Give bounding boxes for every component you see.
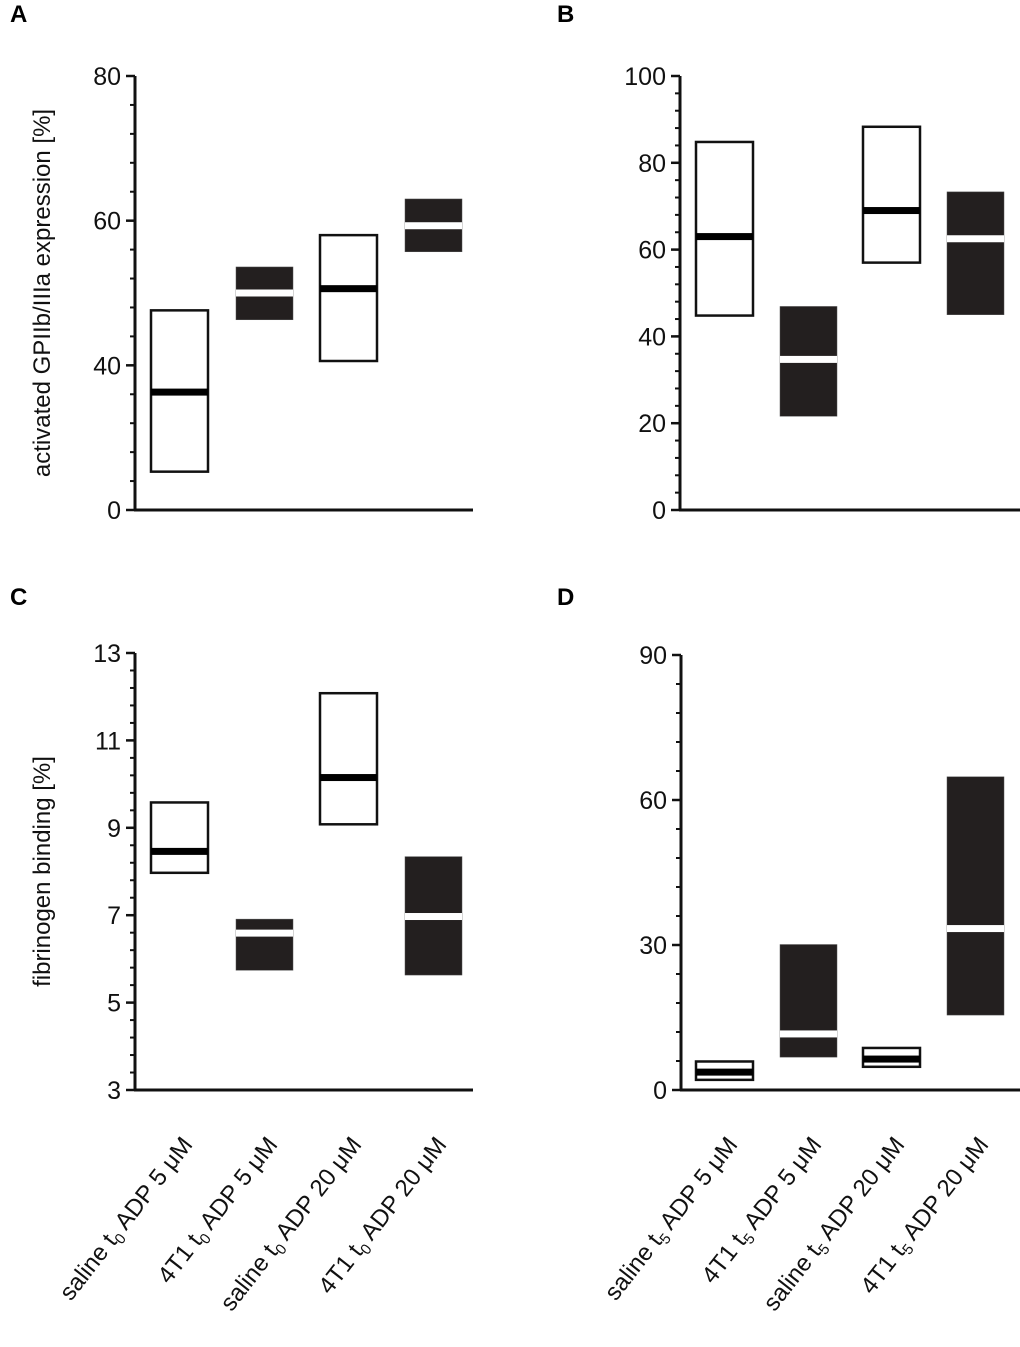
x-tick-label-part: ADP 5 μM xyxy=(651,1132,743,1239)
x-tick-label-part: saline t xyxy=(758,1239,826,1316)
y-tick-label: 100 xyxy=(624,63,666,91)
y-tick-label: 40 xyxy=(638,323,666,351)
y-tick-label: 9 xyxy=(107,815,121,843)
box-saline-3 xyxy=(861,1046,922,1069)
panel-a: A 0 40 60 80 activated GPIIb/IIIa expression … xyxy=(10,1,473,525)
median-line xyxy=(947,235,1004,243)
box-saline-1 xyxy=(694,140,755,317)
panel-letter: B xyxy=(557,1,574,28)
median-line xyxy=(151,847,208,855)
median-line xyxy=(320,285,377,293)
x-tick-label-part: saline t xyxy=(599,1229,667,1306)
box-body xyxy=(318,691,379,826)
panel-letter: A xyxy=(10,1,27,28)
y-axis-label: fibrinogen binding [%] xyxy=(29,756,56,987)
median-line xyxy=(151,388,208,396)
y-tick-label: 0 xyxy=(107,497,121,525)
box-body xyxy=(694,140,755,317)
y-tick-label: 7 xyxy=(107,902,121,930)
box-body xyxy=(861,125,922,264)
median-line xyxy=(863,1055,920,1063)
y-tick-label: 80 xyxy=(638,150,666,178)
box-body xyxy=(149,801,210,875)
y-tick-label: 60 xyxy=(638,237,666,265)
median-line xyxy=(405,913,462,921)
box-4T1-2 xyxy=(235,266,294,321)
x-tick-label-part: saline t xyxy=(215,1239,283,1316)
box-4T1-4 xyxy=(404,856,463,976)
box-4T1-2 xyxy=(235,918,294,971)
y-tick-label: 11 xyxy=(95,727,121,755)
median-line xyxy=(780,355,837,363)
x-tick-label-part: ADP 5 μM xyxy=(106,1132,198,1239)
box-body xyxy=(779,944,838,1058)
box-body xyxy=(946,776,1005,1016)
y-tick-label: 40 xyxy=(93,352,121,380)
y-tick-label: 13 xyxy=(93,640,121,668)
y-tick-label: 90 xyxy=(639,642,667,670)
x-tick-label: saline t0 ADP 20 μM xyxy=(215,1132,369,1318)
panel-b: B 0 20 40 60 80 100 xyxy=(557,1,1020,525)
box-saline-3 xyxy=(318,691,379,826)
median-line xyxy=(780,1030,837,1038)
y-tick-label: 0 xyxy=(653,1077,667,1105)
y-tick-label: 5 xyxy=(107,990,121,1018)
x-tick-label: saline t5 ADP 20 μM xyxy=(758,1132,912,1318)
x-tick-label-part: ADP 5 μM xyxy=(191,1132,283,1239)
panel-letter: C xyxy=(10,584,27,611)
box-4T1-2 xyxy=(779,944,838,1058)
box-saline-1 xyxy=(149,309,210,473)
box-4T1-4 xyxy=(946,191,1005,315)
box-saline-1 xyxy=(694,1060,755,1082)
y-tick-label: 0 xyxy=(652,497,666,525)
x-tick-label-part: ADP 20 μM xyxy=(352,1132,452,1250)
x-tick-label-part: saline t xyxy=(54,1229,122,1306)
median-line xyxy=(236,929,293,937)
y-tick-label: 60 xyxy=(93,208,121,236)
box-4T1-4 xyxy=(946,776,1005,1016)
median-line xyxy=(320,774,377,782)
x-tick-label-part: ADP 5 μM xyxy=(735,1132,827,1239)
y-tick-label: 20 xyxy=(638,410,666,438)
box-4T1-2 xyxy=(779,306,838,417)
y-tick-label: 80 xyxy=(93,63,121,91)
y-axis-label: activated GPIIb/IIIa expression [%] xyxy=(29,109,56,477)
median-line xyxy=(696,1068,753,1076)
y-tick-label: 60 xyxy=(639,787,667,815)
box-saline-3 xyxy=(318,233,379,363)
y-tick-label: 3 xyxy=(107,1077,121,1105)
box-saline-3 xyxy=(861,125,922,264)
y-tick-label: 30 xyxy=(639,932,667,960)
median-line xyxy=(405,222,462,230)
median-line xyxy=(863,207,920,215)
median-line xyxy=(236,289,293,297)
box-4T1-4 xyxy=(404,198,463,253)
median-line xyxy=(696,233,753,241)
panel-c: C 3 5 7 9 11 13 fibrinogen binding [%] saline t0… xyxy=(10,584,473,1318)
median-line xyxy=(947,925,1004,933)
box-body xyxy=(946,191,1005,315)
box-saline-1 xyxy=(149,801,210,875)
panel-letter: D xyxy=(557,584,574,611)
box-body xyxy=(318,233,379,363)
box-body xyxy=(235,918,294,971)
